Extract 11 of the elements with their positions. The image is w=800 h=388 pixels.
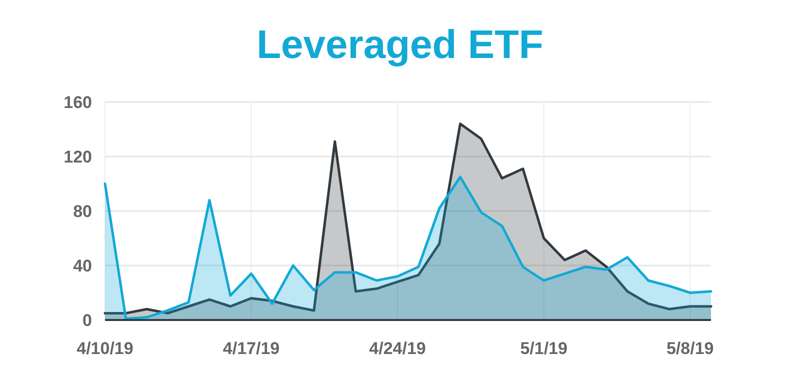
y-tick-label: 40 <box>73 256 92 276</box>
y-tick-label: 0 <box>82 311 92 330</box>
x-tick-label: 4/17/19 <box>222 339 280 358</box>
x-tick-label: 4/24/19 <box>369 339 426 358</box>
chart-title: Leveraged ETF <box>256 23 544 67</box>
y-tick-label: 80 <box>73 202 92 221</box>
x-tick-label: 4/10/19 <box>76 339 134 358</box>
x-tick-label: 5/1/19 <box>520 339 568 358</box>
y-tick-label: 160 <box>64 93 92 112</box>
y-tick-label: 120 <box>64 148 92 166</box>
x-tick-label: 5/8/19 <box>666 339 714 358</box>
